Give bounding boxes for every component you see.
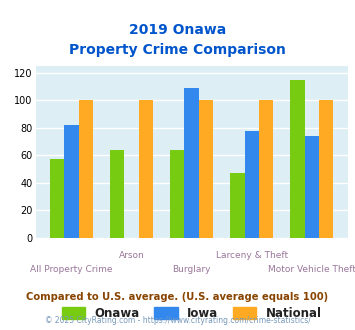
- Text: All Property Crime: All Property Crime: [30, 265, 113, 274]
- Bar: [185, 88, 199, 238]
- Text: © 2025 CityRating.com - https://www.cityrating.com/crime-statistics/: © 2025 CityRating.com - https://www.city…: [45, 315, 310, 325]
- Bar: [64, 125, 79, 238]
- Text: 2019 Onawa: 2019 Onawa: [129, 23, 226, 37]
- Text: Larceny & Theft: Larceny & Theft: [216, 251, 288, 260]
- Bar: [230, 173, 245, 238]
- Text: Arson: Arson: [119, 251, 144, 260]
- Text: Property Crime Comparison: Property Crime Comparison: [69, 43, 286, 57]
- Text: Burglary: Burglary: [173, 265, 211, 274]
- Text: Motor Vehicle Theft: Motor Vehicle Theft: [268, 265, 355, 274]
- Bar: [259, 100, 273, 238]
- Bar: [305, 136, 319, 238]
- Bar: [110, 150, 124, 238]
- Bar: [79, 100, 93, 238]
- Bar: [170, 150, 185, 238]
- Text: Compared to U.S. average. (U.S. average equals 100): Compared to U.S. average. (U.S. average …: [26, 292, 329, 302]
- Bar: [199, 100, 213, 238]
- Bar: [245, 131, 259, 238]
- Bar: [290, 80, 305, 238]
- Legend: Onawa, Iowa, National: Onawa, Iowa, National: [57, 302, 326, 324]
- Bar: [50, 159, 64, 238]
- Bar: [139, 100, 153, 238]
- Bar: [319, 100, 333, 238]
